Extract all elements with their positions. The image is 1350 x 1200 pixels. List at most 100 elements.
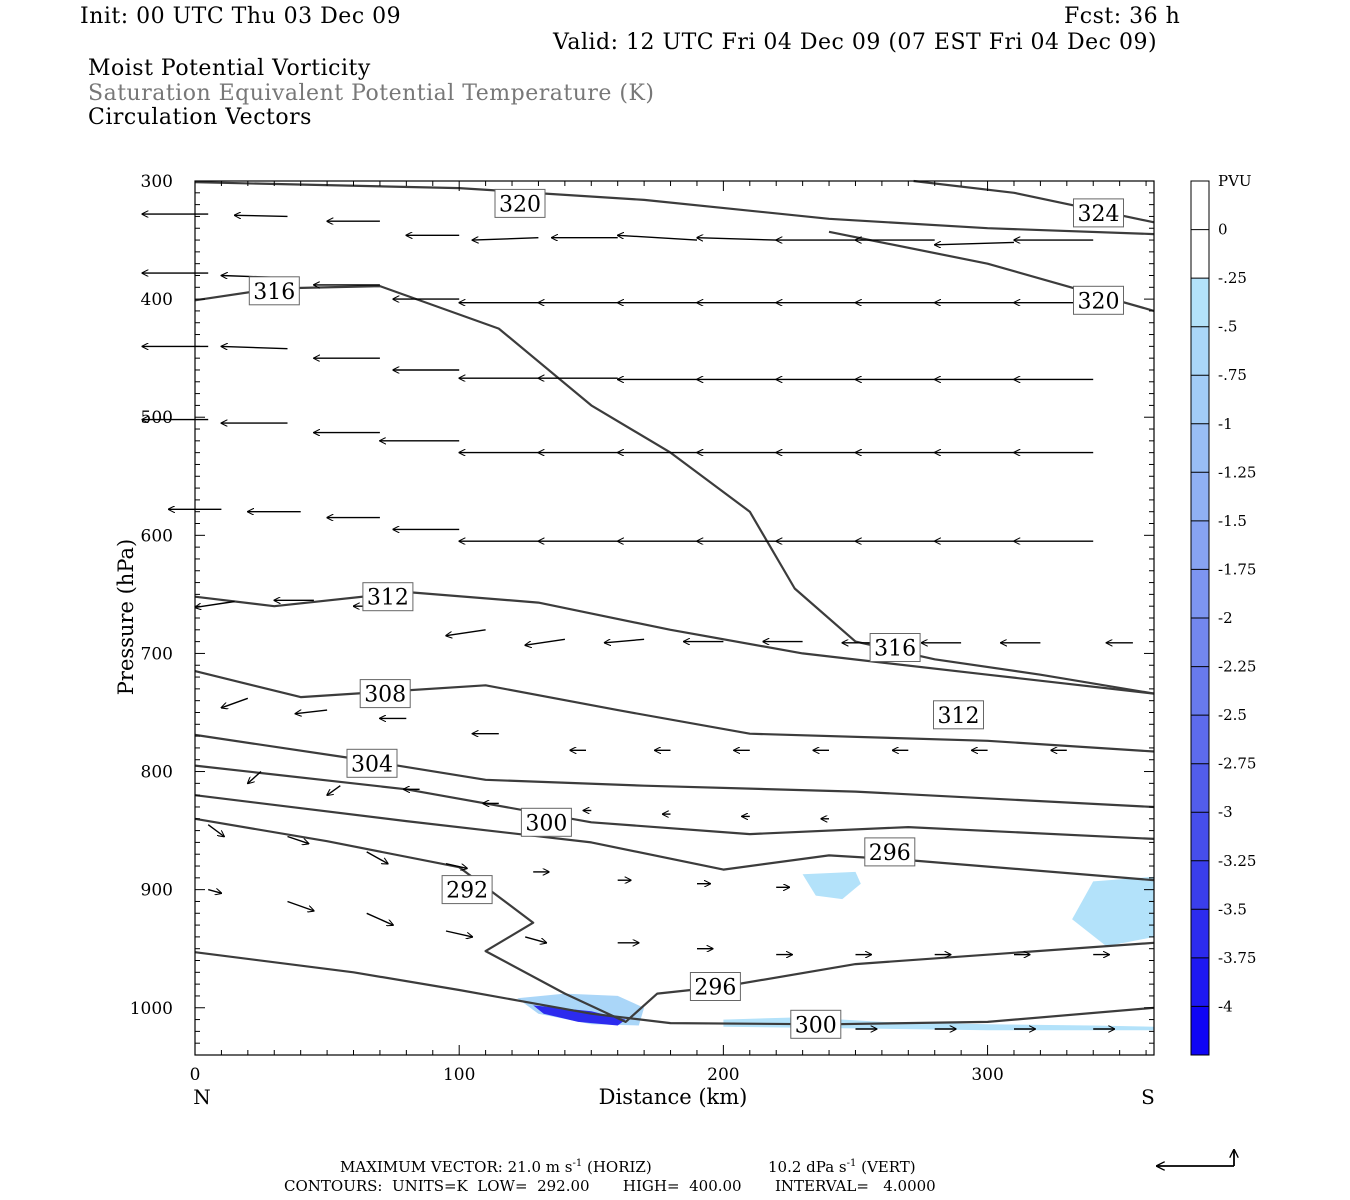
circulation-vector-83 [248, 770, 262, 784]
circulation-vector-101 [366, 912, 393, 925]
colorbar-swatch [1191, 715, 1209, 765]
colorbar-label: -2.25 [1218, 658, 1256, 676]
contour-label-9: 300 [525, 811, 567, 836]
colorbar-label: -.75 [1218, 366, 1247, 384]
contour-label-box-3 [1073, 285, 1124, 315]
colorbar-label: -3.75 [1218, 949, 1256, 967]
circulation-vector-92 [287, 835, 309, 844]
contour-label-box-0 [494, 188, 546, 218]
circulation-vector-99 [208, 890, 221, 894]
contour-label-0: 320 [499, 192, 541, 217]
contour-label-4: 312 [367, 586, 409, 611]
circulation-vector-102 [445, 930, 472, 937]
colorbar-swatch [1191, 618, 1209, 668]
circulation-vector-7 [697, 238, 777, 240]
circulation-vector-10 [935, 242, 1015, 244]
contour-label-box-10 [864, 837, 916, 867]
pv-region-4 [1072, 876, 1154, 947]
colorbar-swatch [1191, 520, 1209, 570]
colorbar-label: -1.5 [1218, 512, 1247, 530]
field-title-vectors: Circulation Vectors [88, 105, 312, 130]
y-tick-label: 1000 [130, 999, 173, 1019]
contour-label-13: 300 [795, 1013, 837, 1038]
x-end-label-south: S [1141, 1085, 1155, 1109]
pv-region-1 [533, 1005, 626, 1026]
colorbar-label: -2.5 [1218, 706, 1247, 724]
contour-label-12: 296 [694, 976, 736, 1001]
contour-label-3: 320 [1078, 289, 1120, 314]
colorbar-swatch [1191, 375, 1209, 425]
tick-labels: 0 100 200 300 300 400 500 600 700 800 900 1000 [130, 172, 1004, 1085]
colorbar-label: -1.75 [1218, 560, 1256, 578]
colorbar-label: -2 [1218, 609, 1233, 627]
colorbar-swatch [1191, 326, 1209, 376]
pv-colorbar: PVU 0 -.25 -.5 -.75 -1 -1.25 -1.5 -1.75 -2 -2.25 -2… [1190, 172, 1256, 1056]
colorbar-swatch [1191, 423, 1209, 473]
colorbar-swatch [1191, 569, 1209, 619]
colorbar-swatch [1191, 812, 1209, 862]
colorbar-label: -2.75 [1218, 755, 1256, 773]
circulation-vector-100 [287, 900, 314, 911]
contour-label-5: 316 [874, 637, 916, 662]
y-tick-label: 700 [141, 644, 173, 664]
circulation-vector-6 [618, 235, 698, 241]
colorbar-swatch [1191, 860, 1209, 910]
colorbar-label: -4 [1218, 997, 1233, 1015]
contour-label-8: 304 [351, 752, 393, 777]
y-tick-label: 400 [141, 290, 173, 310]
colorbar-label: 0 [1218, 221, 1228, 239]
contour-label-10: 296 [869, 841, 911, 866]
x-axis-label: Distance (km) [599, 1085, 748, 1109]
contours-note: CONTOURS: UNITS=K LOW= 292.00 HIGH= 400.… [284, 1177, 936, 1195]
theta-e-contour-300-10 [194, 951, 1155, 1026]
circulation-vector-1 [235, 215, 288, 216]
circulation-vector-72 [221, 697, 249, 708]
reference-vector-arrow [1157, 1150, 1234, 1166]
circulation-vector-65 [605, 638, 645, 643]
theta-e-contours [194, 179, 1155, 1026]
y-tick-label: 500 [141, 408, 173, 428]
init-time: Init: 00 UTC Thu 03 Dec 09 [80, 4, 402, 29]
circulation-vector-94 [445, 863, 467, 869]
contour-label-box-9 [520, 807, 572, 837]
y-axis-label: Pressure (hPa) [114, 539, 138, 695]
y-tick-label: 800 [141, 763, 173, 783]
pv-region-3 [802, 871, 861, 900]
contour-labels: 320 324 316 320 312 316 308 312 304 300 296 292 296 3… [248, 188, 1124, 1039]
circulation-vector-25 [221, 346, 288, 348]
colorbar-label: -1.25 [1218, 463, 1256, 481]
contour-label-box-5 [869, 633, 921, 662]
circulation-vector-93 [366, 851, 388, 864]
circulation-vector-60 [195, 600, 235, 608]
colorbar-swatch [1191, 909, 1209, 959]
contour-label-1: 324 [1078, 202, 1120, 227]
theta-e-contour-292-9 [194, 817, 1155, 1024]
field-title-thetae: Saturation Equivalent Potential Temperat… [88, 81, 655, 106]
contour-label-11: 292 [446, 879, 488, 904]
x-tick-label: 100 [443, 1065, 475, 1085]
colorbar-label: -3 [1218, 803, 1233, 821]
contour-label-box-7 [933, 700, 984, 730]
circulation-vector-63 [446, 629, 486, 636]
x-tick-label: 200 [707, 1065, 739, 1085]
theta-e-contour-320-2 [194, 285, 1155, 695]
contour-label-6: 308 [364, 683, 406, 708]
colorbar-swatch [1191, 472, 1209, 522]
circulation-vector-73 [295, 709, 328, 714]
theta-e-contour-320-0 [194, 181, 1155, 236]
contour-label-box-13 [790, 1009, 842, 1039]
colorbar-label: -3.25 [1218, 852, 1256, 870]
colorbar-label: -.25 [1218, 269, 1247, 287]
y-tick-label: 900 [141, 881, 173, 901]
contour-label-box-2 [248, 276, 300, 306]
colorbar-swatch [1191, 181, 1209, 231]
contour-label-box-11 [441, 875, 493, 905]
circulation-vector-91 [207, 824, 224, 837]
plot-axes [194, 180, 1155, 1056]
colorbar-swatch [1191, 957, 1209, 1007]
theta-e-contour-308-5 [194, 670, 1155, 753]
colorbar-unit: PVU [1218, 172, 1252, 190]
colorbar-label: -.5 [1218, 318, 1237, 336]
theta-e-contour-296-8 [194, 794, 1155, 882]
